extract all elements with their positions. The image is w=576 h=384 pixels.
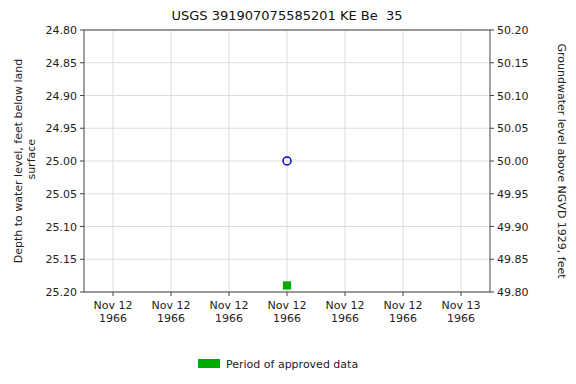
tick (490, 62, 494, 63)
tick-label-line: Nov 12 (94, 299, 133, 312)
chart: 24.80 24.85 24.90 24.95 25.00 25.05 25.10 25.15… (0, 0, 576, 384)
tick-label: 49.85 (497, 253, 529, 266)
tick-label: 24.90 (46, 90, 78, 103)
tick-label: Nov 131966 (442, 299, 481, 325)
tick-label: Nov 121966 (268, 299, 307, 325)
tick (490, 292, 494, 293)
tick (80, 193, 84, 194)
grid-line (287, 30, 288, 292)
tick-label: Nov 121966 (384, 299, 423, 325)
tick-label: 50.20 (497, 24, 529, 37)
title: USGS 391907075585201 KE Be 35 (171, 8, 402, 23)
tick (490, 30, 494, 31)
tick-label-line: 1966 (389, 312, 417, 325)
grid-line (461, 30, 462, 292)
tick (490, 259, 494, 260)
tick-label: 49.95 (497, 188, 529, 201)
tick-label: 25.05 (46, 188, 78, 201)
y2-axis-label: Groundwater level above NGVD 1929, feet (555, 43, 568, 279)
tick (80, 95, 84, 96)
point (284, 282, 291, 289)
tick-label: 49.80 (497, 286, 529, 299)
tick-label: 24.95 (46, 122, 78, 135)
tick-label: 50.10 (497, 90, 529, 103)
tick (490, 95, 494, 96)
tick (461, 292, 462, 296)
legend-swatch (198, 359, 220, 368)
tick-label-line: Nov 12 (384, 299, 423, 312)
tick-label-line: 1966 (331, 312, 359, 325)
legend: Period of approved data (198, 358, 358, 371)
tick (490, 226, 494, 227)
tick-label: 25.15 (46, 253, 78, 266)
tick-label: 50.00 (497, 155, 529, 168)
tick (80, 292, 84, 293)
tick-label: Nov 121966 (326, 299, 365, 325)
tick (113, 292, 114, 296)
tick (229, 292, 230, 296)
tick-label-line: Nov 13 (442, 299, 481, 312)
tick-label-line: Nov 12 (326, 299, 365, 312)
y-axis: 24.80 24.85 24.90 24.95 25.00 25.05 25.10 25.15… (46, 24, 85, 299)
tick-label: Nov 121966 (152, 299, 191, 325)
tick-label: 50.05 (497, 122, 529, 135)
tick-label-line: 1966 (273, 312, 301, 325)
tick (490, 128, 494, 129)
legend-label: Period of approved data (226, 358, 358, 371)
tick (80, 259, 84, 260)
grid-line (345, 30, 346, 292)
tick (490, 193, 494, 194)
tick-label: Nov 121966 (210, 299, 249, 325)
grid-line (229, 30, 230, 292)
tick-label-line: Nov 12 (268, 299, 307, 312)
axis-label-line: Depth to water level, feet below land (12, 59, 25, 264)
tick-label-line: 1966 (157, 312, 185, 325)
tick (80, 62, 84, 63)
plot-frame (84, 30, 490, 292)
tick (80, 128, 84, 129)
tick-label: Nov 121966 (94, 299, 133, 325)
tick (80, 30, 84, 31)
y2-axis: 50.20 50.15 50.10 50.05 50.00 49.95 49.90 49.85… (490, 24, 529, 299)
tick (403, 292, 404, 296)
tick (287, 292, 288, 296)
tick-label: 25.20 (46, 286, 78, 299)
point (283, 157, 291, 165)
tick-label: 24.80 (46, 24, 78, 37)
tick (80, 161, 84, 162)
tick (345, 292, 346, 296)
marks (283, 157, 291, 289)
tick-label-line: 1966 (215, 312, 243, 325)
tick-label: 25.10 (46, 221, 78, 234)
tick-label: 24.85 (46, 57, 78, 70)
y-axis-label: Depth to water level, feet below land su… (12, 59, 38, 264)
tick (171, 292, 172, 296)
tick-label: 49.90 (497, 221, 529, 234)
axis-label-line: surface (25, 139, 38, 183)
tick-label-line: Nov 12 (210, 299, 249, 312)
grid-line (403, 30, 404, 292)
tick-label-line: 1966 (99, 312, 127, 325)
tick-label-line: Nov 12 (152, 299, 191, 312)
grid (84, 30, 490, 292)
grid-line (113, 30, 114, 292)
x-axis: Nov 121966Nov 121966Nov 121966Nov 121966… (94, 292, 481, 325)
tick-label: 50.15 (497, 57, 529, 70)
tick-label: 25.00 (46, 155, 78, 168)
tick (80, 226, 84, 227)
grid-line (171, 30, 172, 292)
tick (490, 161, 494, 162)
tick-label-line: 1966 (447, 312, 475, 325)
